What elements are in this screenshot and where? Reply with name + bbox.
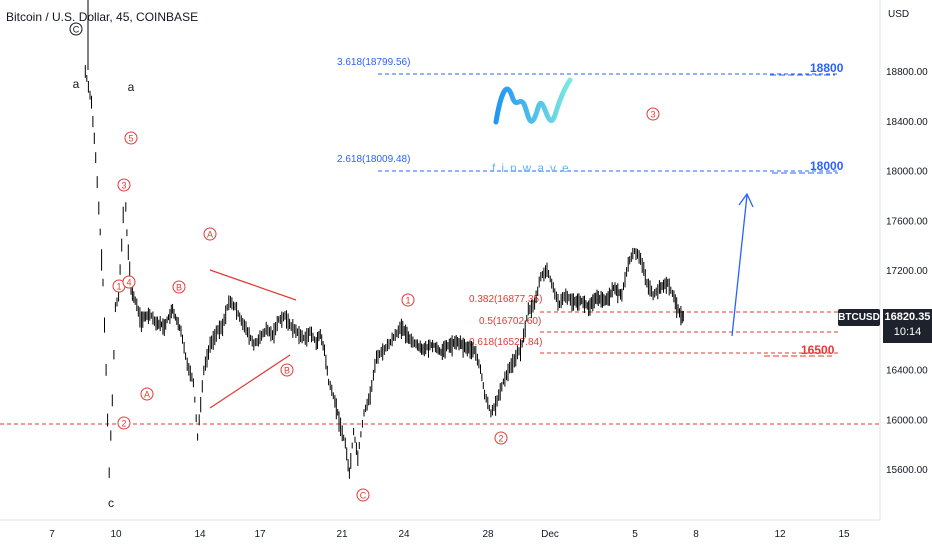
wave-label: B bbox=[176, 283, 182, 293]
target-labels: 18800 18000 16500 bbox=[801, 61, 844, 357]
wave-label: 3 bbox=[121, 181, 126, 191]
y-tick-label: 16000.00 bbox=[886, 415, 928, 426]
wave-label-circle bbox=[646, 107, 660, 121]
wave-label-circle bbox=[124, 131, 138, 145]
bar-countdown: 10:14 bbox=[893, 326, 922, 338]
projection-arrow-shaft bbox=[731, 194, 748, 337]
time-axis[interactable]: 7 10 14 17 21 24 28 Dec 5 8 12 15 bbox=[49, 529, 850, 540]
wave-label: 1 bbox=[405, 296, 410, 306]
wave-label: 1 bbox=[116, 282, 121, 292]
wave-label: a bbox=[73, 77, 80, 91]
x-tick-label: 5 bbox=[632, 529, 638, 540]
x-tick-label: 14 bbox=[194, 529, 206, 540]
fib-labels: 3.618(18799.56) 2.618(18009.48) 0.382(16… bbox=[337, 57, 542, 348]
wave-label-circle bbox=[122, 275, 136, 289]
x-tick-label: 15 bbox=[838, 529, 850, 540]
triangle-pattern bbox=[209, 269, 297, 409]
axis-currency: USD bbox=[888, 9, 910, 20]
wave-label: 2 bbox=[121, 419, 126, 429]
fib-label-3618: 3.618(18799.56) bbox=[337, 57, 410, 68]
fib-level-lines bbox=[0, 73, 880, 425]
wave-label: a bbox=[128, 80, 135, 94]
x-tick-label: Dec bbox=[541, 529, 559, 540]
wave-label-circle bbox=[280, 363, 294, 377]
wave-label-circle bbox=[203, 227, 217, 241]
y-tick-label: 18000.00 bbox=[886, 167, 928, 178]
x-tick-label: 17 bbox=[254, 529, 266, 540]
finwave-wave-logo: finwave bbox=[492, 77, 575, 175]
target-18800-label: 18800 bbox=[810, 61, 844, 75]
y-tick-label: 16400.00 bbox=[886, 366, 928, 377]
y-tick-label: 17200.00 bbox=[886, 266, 928, 277]
wave-label-circle bbox=[356, 488, 370, 502]
x-tick-label: 28 bbox=[482, 529, 494, 540]
fib-label-0382: 0.382(16877.35) bbox=[469, 294, 542, 305]
fib-label-0618: 0.618(16527.84) bbox=[469, 337, 542, 348]
candlestick-series bbox=[84, 0, 684, 479]
symbol-tag: BTCUSD bbox=[838, 309, 880, 326]
target-18000-label: 18000 bbox=[810, 159, 844, 173]
wave-label: 5 bbox=[128, 134, 133, 144]
triangle-lower-line bbox=[209, 354, 291, 409]
wave-label-circle bbox=[172, 280, 186, 294]
wave-label-circle bbox=[69, 22, 83, 36]
wave-label: c bbox=[108, 496, 114, 510]
wave-label: A bbox=[144, 390, 150, 400]
x-tick-label: 21 bbox=[336, 529, 348, 540]
wave-label-circle bbox=[494, 431, 508, 445]
wave-label: 2 bbox=[498, 434, 503, 444]
projection-arrow bbox=[731, 192, 754, 337]
wave-label-circle bbox=[140, 387, 154, 401]
y-tick-label: 18400.00 bbox=[886, 117, 928, 128]
x-tick-label: 8 bbox=[693, 529, 699, 540]
wave-label: B bbox=[284, 366, 290, 376]
wave-label: C bbox=[360, 491, 367, 501]
y-tick-label: 17600.00 bbox=[886, 216, 928, 227]
projection-arrow-head bbox=[738, 192, 754, 208]
wave-label-circle bbox=[117, 416, 131, 430]
fib-label-05: 0.5(16702.60) bbox=[479, 316, 541, 327]
finwave-logo-wave bbox=[493, 77, 573, 125]
wave-label: 3 bbox=[650, 110, 655, 120]
fib-label-2618: 2.618(18009.48) bbox=[337, 154, 410, 165]
x-tick-label: 24 bbox=[398, 529, 410, 540]
chart-title: Bitcoin / U.S. Dollar, 45, COINBASE bbox=[6, 10, 199, 24]
x-tick-label: 7 bbox=[49, 529, 55, 540]
target-16500-label: 16500 bbox=[801, 343, 835, 357]
y-tick-label: 18800.00 bbox=[886, 67, 928, 78]
y-tick-label: 15600.00 bbox=[886, 465, 928, 476]
price-axis[interactable]: 15600.0016000.0016400.0016800.0017200.00… bbox=[886, 67, 928, 476]
last-price: 16820.35 bbox=[884, 311, 931, 323]
x-tick-label: 12 bbox=[774, 529, 786, 540]
last-price-box: 16820.35 10:14 bbox=[883, 309, 932, 343]
wave-label-circle bbox=[117, 178, 131, 192]
wave-label: C bbox=[73, 25, 80, 35]
triangle-upper-line bbox=[209, 269, 297, 301]
wave-label: 4 bbox=[126, 278, 131, 288]
wave-label: A bbox=[207, 230, 213, 240]
finwave-logo-text: finwave bbox=[492, 161, 575, 175]
wave-label-circle bbox=[401, 293, 415, 307]
x-tick-label: 10 bbox=[110, 529, 122, 540]
